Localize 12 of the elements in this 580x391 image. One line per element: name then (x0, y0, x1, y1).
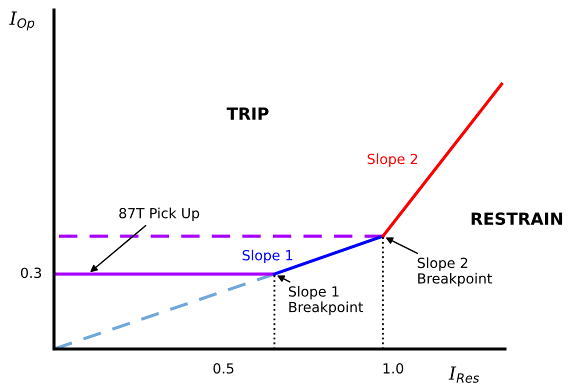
annotation: RESTRAIN (472, 212, 562, 226)
x-tick-label: 0.5 (213, 363, 234, 374)
y-axis-title: I$_{Op}$ (9, 12, 34, 30)
series-label: Slope 1 (242, 250, 292, 264)
annotation: TRIP (226, 108, 269, 120)
annotation: Slope 1 Breakpoint (288, 286, 364, 315)
x-tick-label: 1.0 (384, 363, 404, 374)
annotation: 0.3 (20, 268, 42, 278)
x-axis-title: I$_{Res}$ (448, 366, 480, 383)
annotation: Slope 2 Breakpoint (418, 257, 492, 286)
series-label: Slope 2 (368, 153, 418, 167)
annotation: 87T Pick Up (119, 208, 200, 222)
